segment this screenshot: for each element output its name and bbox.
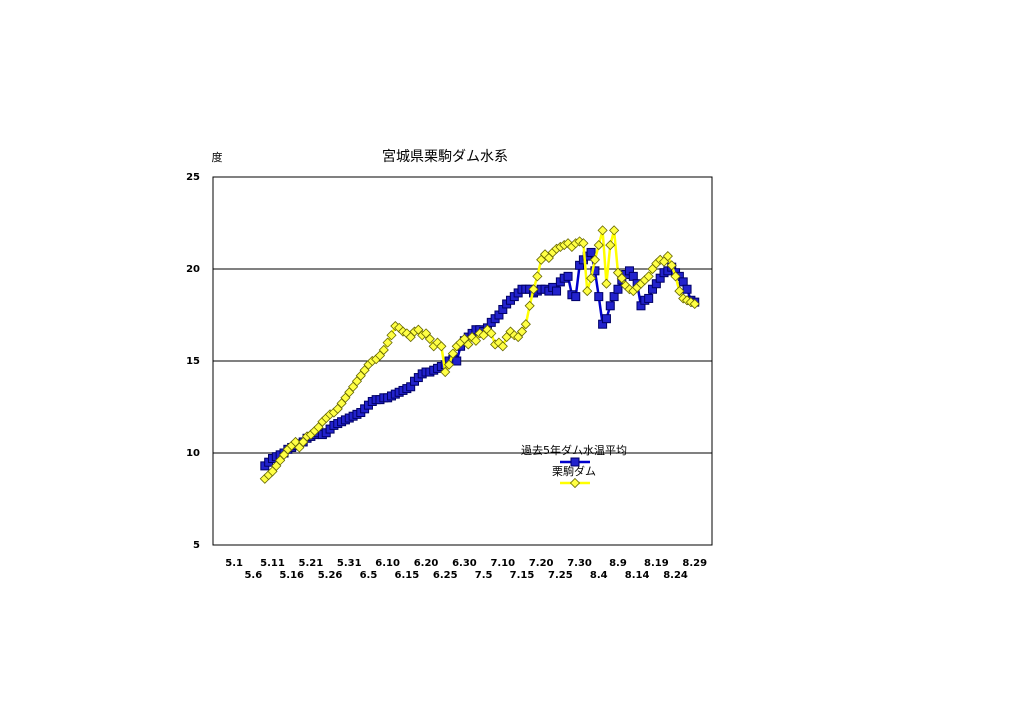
marker [662,251,673,262]
x-tick-label: 7.15 [510,570,535,581]
legend-label: 過去5年ダム水温平均 [521,443,627,457]
marker [644,293,654,303]
marker [616,273,627,284]
marker [594,292,604,302]
marker [670,271,681,282]
marker [609,292,619,302]
x-tick-label: 6.10 [375,558,400,569]
marker [532,271,543,282]
marker [586,247,596,257]
marker [589,254,600,265]
y-tick-label: 5 [193,540,200,551]
marker [552,286,562,296]
marker [436,341,447,352]
x-tick-label: 6.5 [360,570,378,581]
marker [601,314,611,324]
x-tick-label: 8.29 [682,558,707,569]
x-tick-label: 8.9 [609,558,627,569]
x-tick-label: 7.25 [548,570,573,581]
marker [578,238,589,249]
x-tick-label: 5.26 [318,570,343,581]
x-tick-label: 6.30 [452,558,477,569]
marker [605,301,615,311]
x-tick-label: 5.31 [337,558,362,569]
x-tick-label: 5.6 [244,570,262,581]
y-tick-label: 15 [186,356,200,367]
x-tick-label: 8.4 [590,570,608,581]
marker [424,333,435,344]
x-tick-label: 5.11 [260,558,285,569]
x-tick-label: 7.5 [475,570,493,581]
x-tick-label: 5.21 [299,558,324,569]
marker [452,356,462,366]
marker [666,260,677,271]
marker [689,298,700,310]
marker [678,277,688,287]
marker [593,240,604,251]
marker [382,337,393,348]
marker [520,319,531,330]
marker [590,266,600,276]
x-tick-label: 6.15 [394,570,419,581]
x-tick-label: 8.14 [625,570,650,581]
marker [582,286,593,297]
legend-marker [569,477,581,489]
x-tick-label: 5.16 [279,570,304,581]
marker [447,348,458,359]
y-axis-label: 度 [212,150,223,164]
marker [674,286,685,297]
marker [613,284,623,294]
legend-label: 栗駒ダム [552,464,596,478]
x-tick-label: 8.24 [663,570,688,581]
marker [628,271,638,281]
marker [386,330,397,341]
x-tick-label: 7.20 [529,558,554,569]
marker [563,271,573,281]
marker [571,292,581,302]
marker [524,300,535,311]
chart-title: 宮城県栗駒ダム水系 [382,149,508,165]
marker [586,273,597,284]
x-tick-label: 7.10 [490,558,515,569]
legend-marker [570,457,580,467]
marker [601,278,612,289]
y-tick-label: 20 [186,264,200,275]
marker [443,359,455,370]
x-tick-label: 6.20 [414,558,439,569]
marker [516,326,528,337]
marker [597,225,608,236]
y-tick-label: 25 [186,172,200,183]
marker [486,328,497,339]
marker [470,335,482,346]
y-tick-label: 10 [186,448,200,459]
marker [497,341,508,352]
marker [609,225,620,236]
x-tick-label: 7.30 [567,558,592,569]
marker [378,344,389,356]
marker [643,271,654,282]
x-tick-label: 5.1 [225,558,243,569]
marker [528,284,539,295]
x-tick-label: 6.25 [433,570,458,581]
marker [605,240,616,251]
x-tick-label: 8.19 [644,558,669,569]
marker [463,339,474,350]
marker [682,284,692,294]
marker [440,366,451,378]
